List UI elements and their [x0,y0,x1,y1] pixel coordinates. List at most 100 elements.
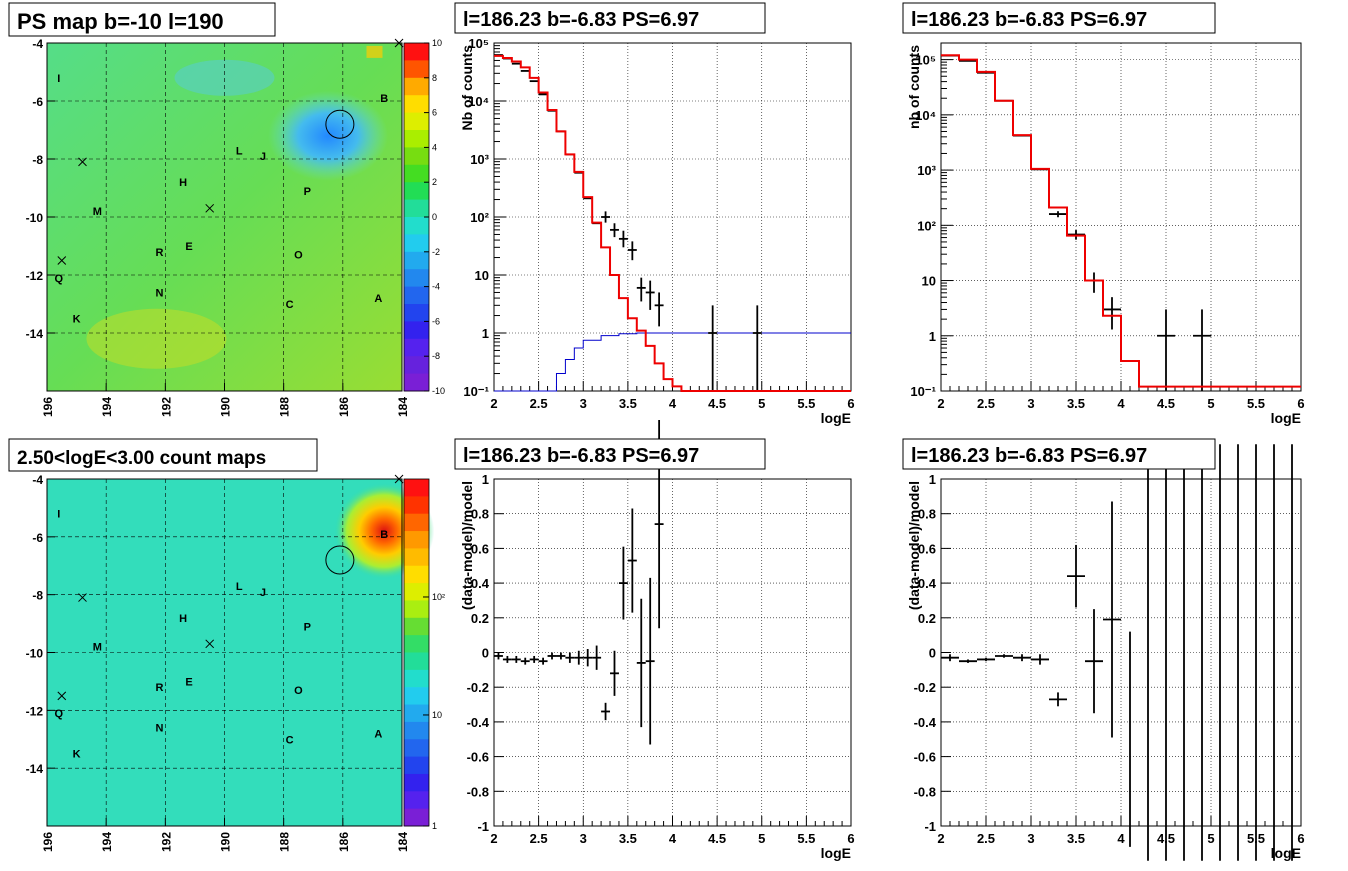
map_bottom-colorbar-frame [403,478,430,827]
res_left-data-point [494,652,503,660]
spec-right-model [941,54,1301,388]
map_bottom-colorbar-cell [404,548,429,567]
res_right-data-point [1067,544,1085,608]
map_bottom-colorbar-cell [404,773,429,792]
spec_left-xlabel: logE [821,410,851,426]
res-right-title: l=186.23 b=-6.83 PS=6.97 [911,445,1147,467]
spec_right-ytick-label: 10⁵ [915,53,936,68]
map_top-colorbar-cell [404,43,429,61]
spec_right-xtick-label: 6 [1297,396,1304,411]
map_top-colorbar-cell [404,286,429,305]
map-bottom-title: 2.50<logE<3.00 count maps [17,448,266,469]
res_left-xtick-label: 6 [847,831,854,846]
map_top-xtick-label: 196 [41,397,55,417]
map_top-colorbar-cell [404,234,429,253]
map_top-ytick-label: -12 [26,269,44,283]
map_top-source-label: M [93,206,102,218]
map_top-colorbar-label: 8 [432,73,437,83]
res_right-xlabel: logE [1271,845,1301,861]
res-right-title-box [902,438,1216,470]
spec_right-xtick-label: 5 [1207,396,1214,411]
spec_left-data-point [610,223,619,238]
map_bottom-xtick-label: 190 [219,832,233,852]
map_top-colorbar-cell [404,112,429,131]
res_right-data-point [941,654,959,662]
map_top-colorbar-cell [404,199,429,218]
map_bottom-cross-marker [57,691,67,701]
res-left-title: l=186.23 b=-6.83 PS=6.97 [463,445,699,467]
spec_right-data-point [1157,309,1175,391]
map_top-colorbar-cell [404,77,429,96]
map_bottom-ytick-label: -10 [26,647,44,661]
map_top-frame [46,42,403,392]
map_bottom-colorbar-cell [404,479,429,497]
res_right-xtick-label: 3 [1027,831,1034,846]
spec_left-data-point [645,280,655,310]
map_top-source-label: Q [55,273,64,285]
map_top-source-label: E [185,241,192,253]
res_right-data-point [1013,654,1031,662]
map_top-xtick-label: 192 [159,397,173,417]
map_bottom-colorbar-cell [404,617,429,636]
map_bottom-source-label: R [155,682,163,694]
map-top-title: PS map b=-10 l=190 [17,9,224,34]
res_left-data-point [627,508,637,613]
map_top-colorbar-cell [404,217,429,235]
res_right-ylabel: (data-model)/model [906,481,922,610]
res_left-data-point [538,657,548,665]
spec_left-ytick-label: 10³ [470,152,489,167]
map_top-cross-marker [57,256,67,265]
map_bottom-colorbar-label: 10² [432,592,445,602]
spec_right-xtick-label: 3 [1027,396,1034,411]
res_right-ytick-label: 0.8 [918,507,936,522]
res_left-data-point [645,577,655,745]
res_left-xtick-label: 4.5 [708,831,726,846]
map_bottom-ytick-label: -4 [32,473,43,487]
map_top-colorbar-cell [404,338,429,357]
res_left-ytick-label: -1 [477,819,489,834]
res_left-ytick-label: -0.4 [467,715,490,730]
spec_left-xtick-label: 5.5 [797,396,815,411]
spec_right-xtick-label: 3.5 [1067,396,1085,411]
map_bottom-colorbar-cell [404,756,429,775]
map_top-deficit-region [268,90,389,181]
res_right-ytick-label: -0.6 [914,750,936,765]
res_left-ytick-label: 1 [482,472,489,487]
spec_right-xtick-label: 4 [1117,396,1125,411]
map_top-colorbar-cell [404,182,429,201]
spec_right-frame [940,42,1302,392]
res_left-xtick-label: 5 [758,831,765,846]
spec_right-data-point [1049,211,1067,218]
map_top-source-label: L [236,145,243,157]
spec_right-data-point [1193,309,1211,391]
map_bottom-colorbar-cell [404,565,429,584]
spec_left-data-point [654,292,664,327]
map_top-source-label: P [304,186,311,198]
spec_right-xtick-label: 5.5 [1247,396,1265,411]
map_top-hot-pixel [366,45,383,58]
map_top-colorbar-cell [404,321,429,340]
res_left-ytick-label: -0.6 [467,750,489,765]
res_right-frame [940,478,1302,827]
map_bottom-colorbar-cell [404,583,429,601]
map_top-colorbar-cell [404,269,429,288]
spec_left-ytick-label: 10⁵ [468,36,489,51]
res_left-data-point [565,652,575,663]
map_bottom-xtick-label: 186 [337,832,351,852]
map_top-cross-marker [394,38,404,48]
spec_right-ytick-label: 10⁴ [915,108,936,123]
map_bottom-ytick-label: -6 [32,531,43,545]
map-bottom-title-box [8,438,318,472]
res_right-ytick-label: -0.4 [914,715,937,730]
spec_left-xtick-label: 2.5 [530,396,548,411]
spec_left-xtick-label: 3.5 [619,396,637,411]
spec_right-ytick-label: 1 [929,329,936,344]
res_left-ytick-label: 0 [482,646,489,661]
map_top-xtick-label: 190 [219,397,233,417]
spec-left-model [494,54,851,392]
res-left-title-box [454,438,766,470]
map_top-colorbar-cell [404,373,429,392]
map_bottom-cross-marker [78,593,87,602]
spec-left-title: l=186.23 b=-6.83 PS=6.97 [463,9,699,31]
spec_right-data-point [1085,272,1103,293]
